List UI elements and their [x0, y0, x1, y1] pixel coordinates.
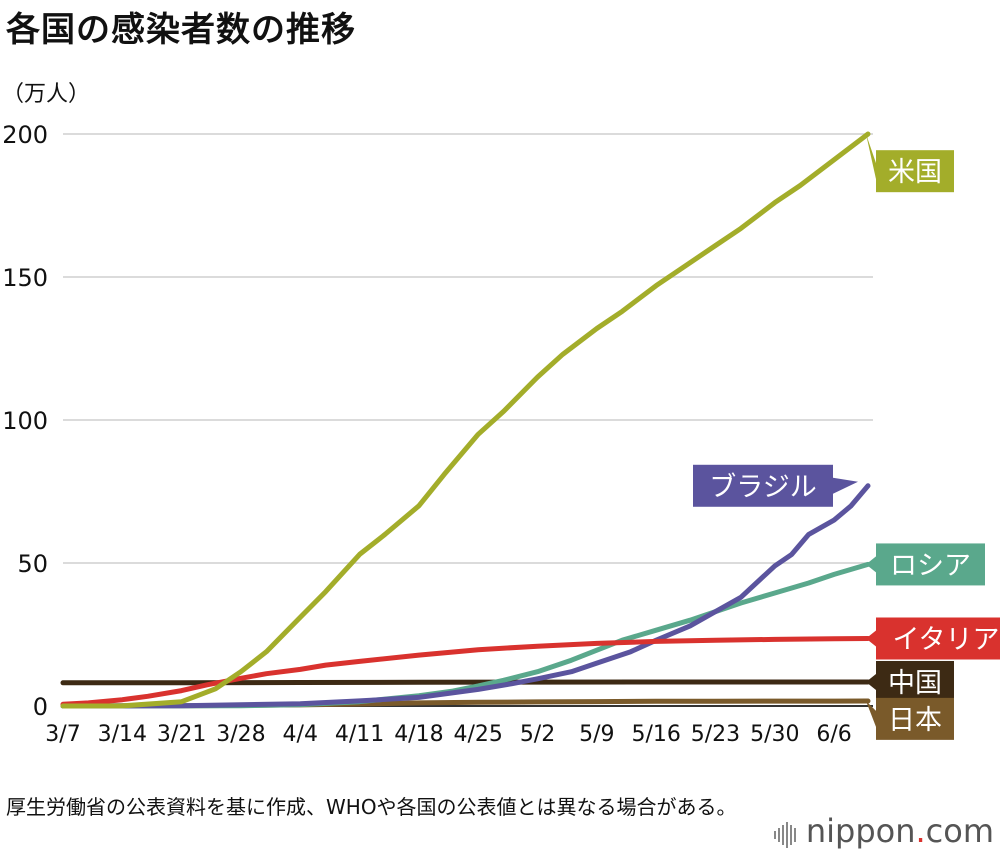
x-tick-label-11: 5/23: [691, 722, 740, 747]
brand-suffix: com: [925, 812, 994, 850]
y-axis-unit-label: （万人）: [2, 82, 91, 107]
legend-text-中国: 中国: [888, 668, 942, 699]
x-tick-label-2: 3/21: [157, 722, 206, 747]
x-tick-label-12: 5/30: [750, 722, 799, 747]
legend-pointer-ロシア: [866, 556, 876, 573]
x-tick-label-7: 4/25: [454, 722, 503, 747]
series-line-中国: [60, 679, 871, 686]
y-tick-label-100: 100: [2, 407, 48, 435]
brand-name: nippon: [805, 812, 916, 850]
x-tick-label-0: 3/7: [45, 722, 80, 747]
x-tick-label-8: 5/2: [520, 722, 555, 747]
legend-box-イタリア: [876, 617, 1000, 660]
legend-label-米国: 米国: [866, 134, 954, 193]
legend-text-イタリア: イタリア: [893, 625, 1000, 656]
legend-box-日本: [876, 697, 954, 740]
x-tick-label-10: 5/16: [631, 722, 680, 747]
brand-bars-icon: [773, 814, 798, 852]
legend-label-ロシア: ロシア: [866, 543, 985, 586]
x-tick-label-3: 3/28: [216, 722, 265, 747]
x-tick-label-9: 5/9: [579, 722, 614, 747]
legend-pointer-中国: [866, 673, 876, 690]
legend-pointer-イタリア: [866, 630, 876, 647]
y-tick-label-50: 50: [17, 550, 48, 578]
series-line-米国: [60, 131, 871, 709]
legend-label-ブラジル: ブラジル: [693, 464, 858, 507]
series-line-ブラジル: [60, 483, 871, 709]
y-tick-label-0: 0: [33, 693, 48, 721]
legend-pointer-ブラジル: [833, 477, 858, 494]
legend-box-中国: [876, 660, 954, 703]
x-tick-label-4: 4/4: [283, 722, 318, 747]
y-tick-label-200: 200: [2, 121, 48, 149]
x-tick-label-5: 4/11: [335, 722, 384, 747]
legend-label-イタリア: イタリア: [866, 617, 1000, 660]
legend-pointer-米国: [866, 134, 876, 180]
line-chart: 0 50 100 150 200 3/7 3/14 3/21 3/28 4/4 4/11 4/18 4…: [2, 121, 1000, 747]
x-tick-label-6: 4/18: [394, 722, 443, 747]
legend-box-ロシア: [876, 543, 985, 586]
series-line-イタリア: [60, 636, 871, 707]
legend-text-ロシア: ロシア: [890, 550, 971, 581]
legend-label-中国: 中国: [866, 660, 954, 703]
legend-box-米国: [876, 150, 954, 193]
legend-box-ブラジル: [693, 464, 833, 507]
legend-text-ブラジル: ブラジル: [709, 472, 816, 503]
x-tick-label-13: 6/6: [816, 722, 851, 747]
brand-logo[interactable]: nippon.com: [773, 812, 994, 852]
x-tick-label-1: 3/14: [98, 722, 147, 747]
chart-title: 各国の感染者数の推移: [6, 10, 356, 50]
y-tick-label-150: 150: [2, 264, 48, 292]
legend-text-米国: 米国: [888, 157, 942, 188]
source-note: 厚生労働省の公表資料を基に作成、WHOや各国の公表値とは異なる場合がある。: [6, 795, 737, 819]
legend-pointer-日本: [866, 701, 876, 727]
legend-label-日本: 日本: [866, 697, 954, 740]
brand-dot: .: [915, 812, 926, 850]
legend-text-日本: 日本: [888, 705, 942, 736]
